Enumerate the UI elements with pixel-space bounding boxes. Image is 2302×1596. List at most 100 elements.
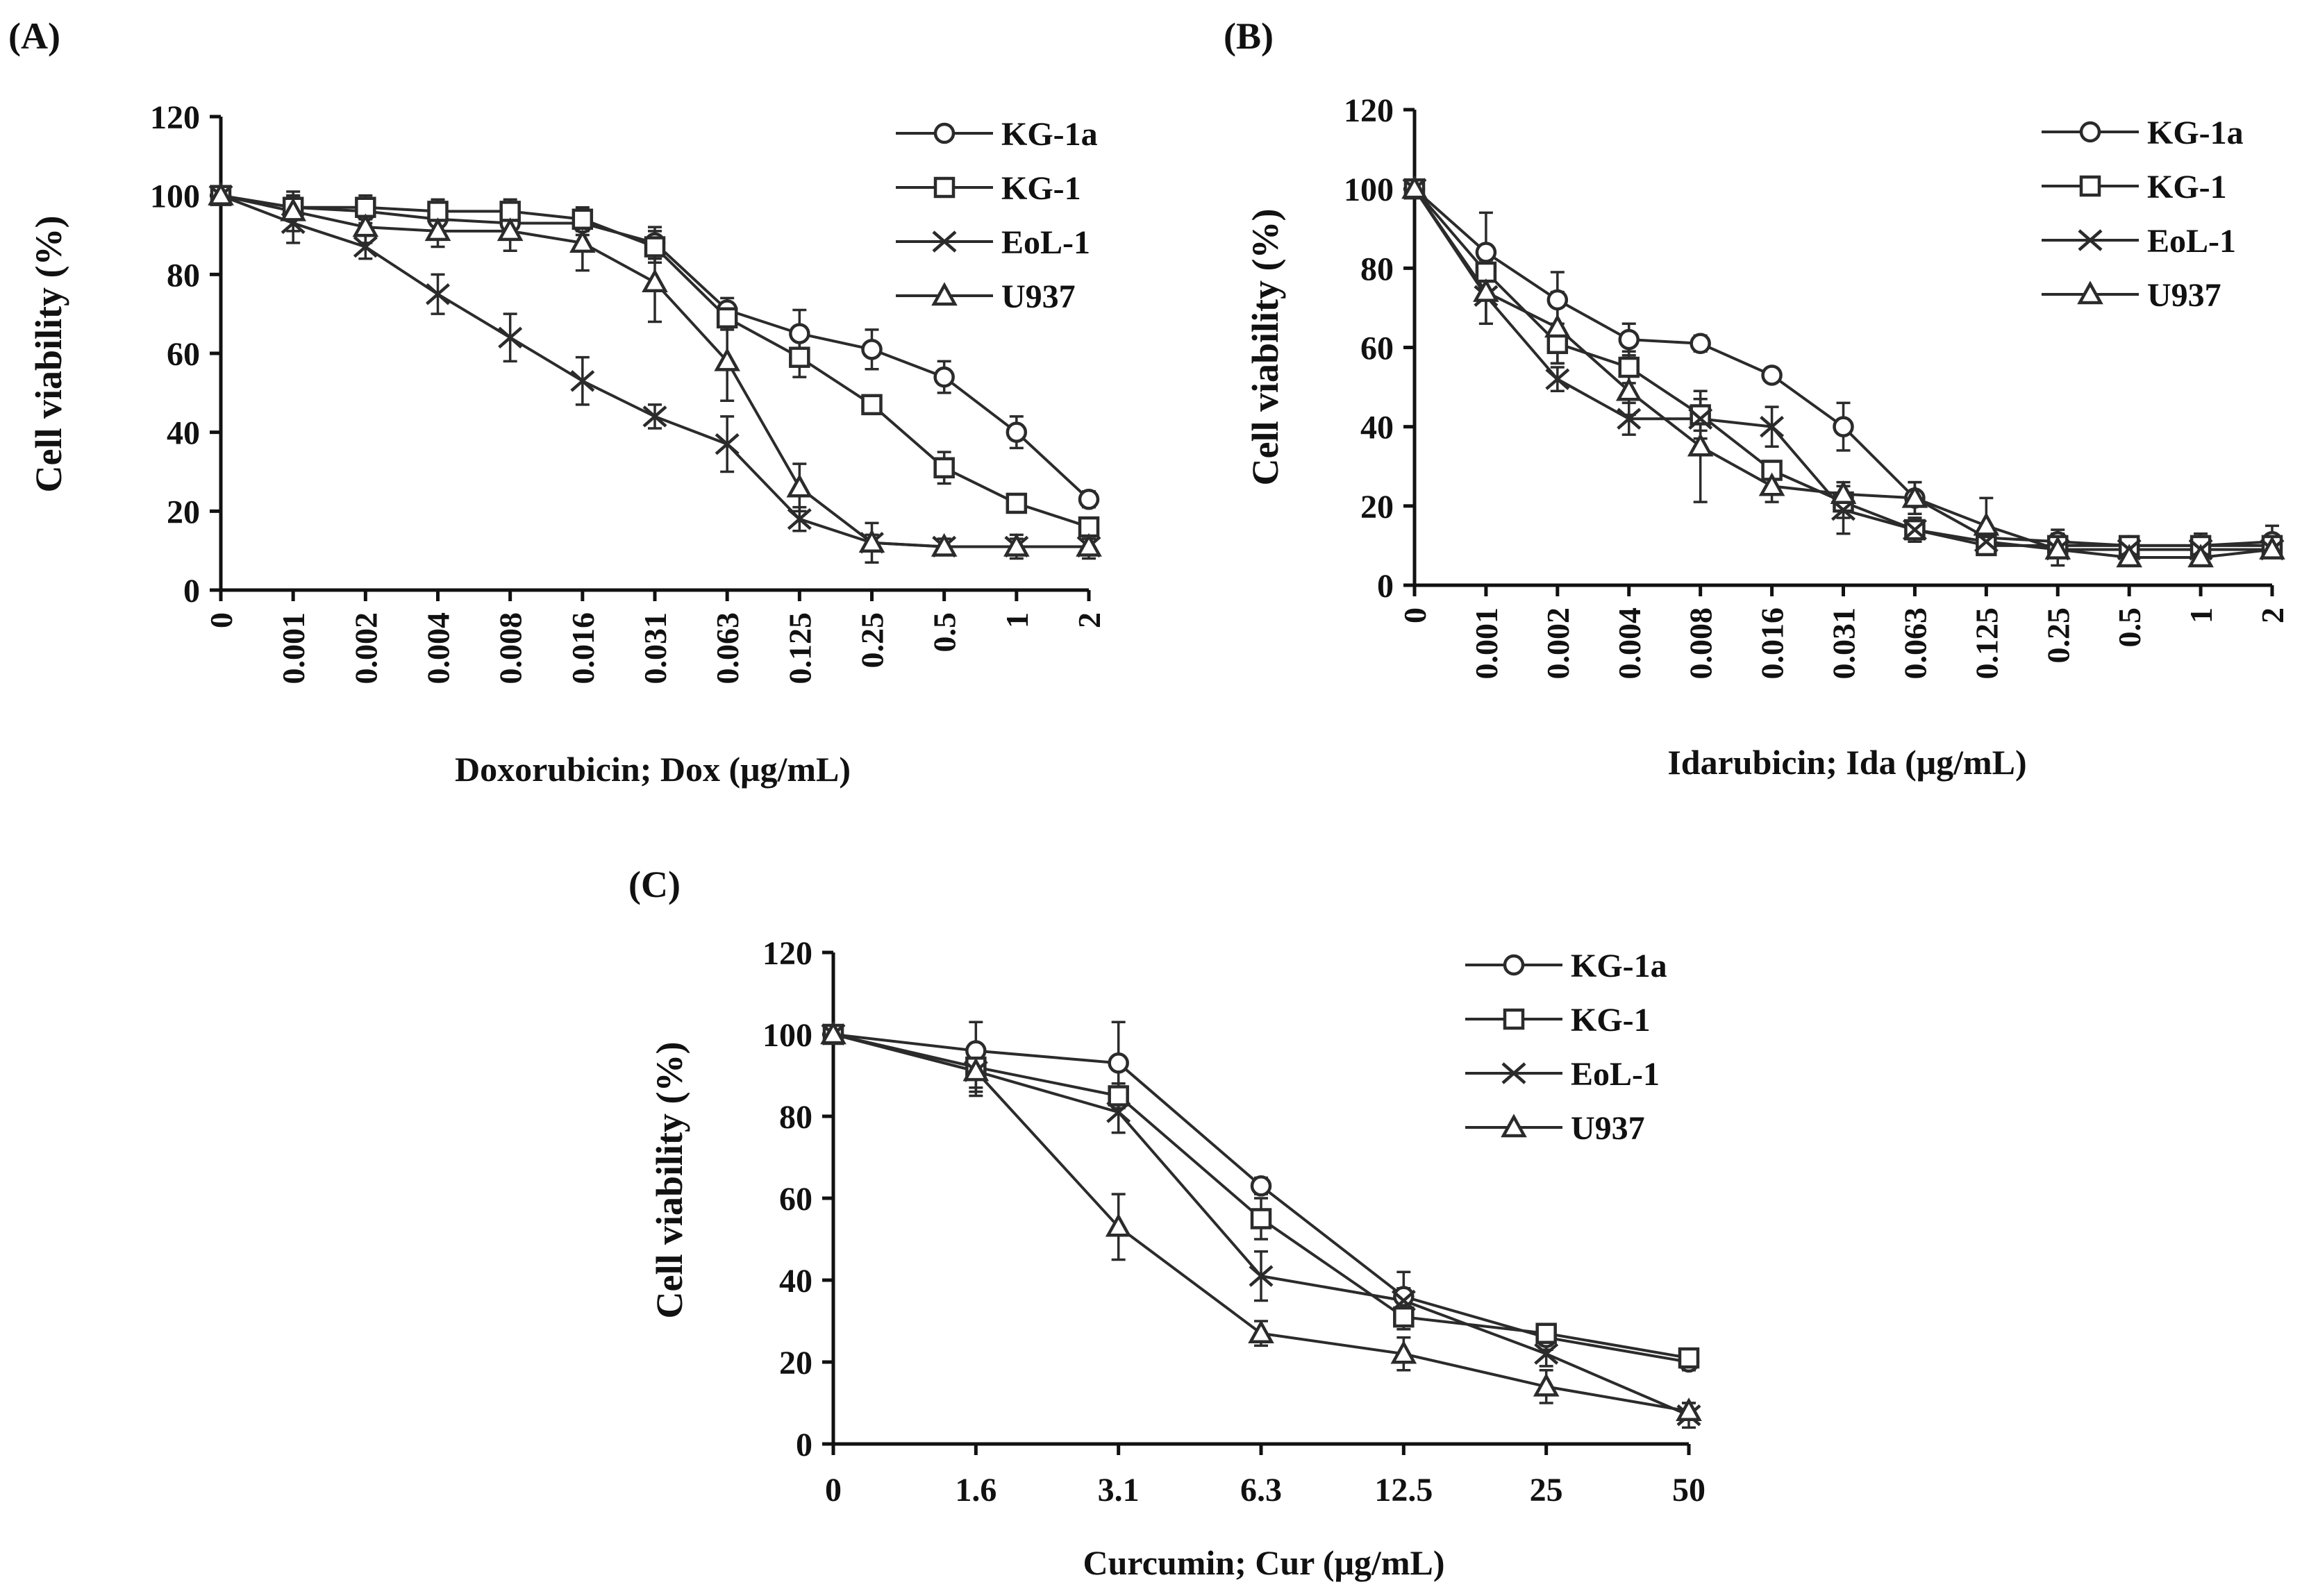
panel-b-x-tick-label: 0.008: [1683, 607, 1719, 680]
panel-a-point-u937: [208, 182, 234, 205]
panel-a-point-u937: [642, 269, 668, 292]
panel-b-legend-label-eol-1: EoL-1: [2147, 223, 2236, 260]
panel-a-point-u937: [786, 473, 813, 498]
panel-b-point-kg-1a: [1690, 333, 1711, 355]
panel-b-x-tick-label: 2: [2255, 607, 2290, 623]
panel-c-axes: 0 20 40 60 80 100 120 0 1.6 3.1 6.3 12.5 25 50: [762, 935, 1705, 1509]
panel-c-point-kg-1a: [1393, 1286, 1415, 1307]
panel-c-point-eol-1: [1534, 1343, 1559, 1365]
panel-a-point-u937: [569, 229, 596, 253]
panel-a-point-eol-1: [426, 283, 450, 305]
panel-b-point-kg-1: [1761, 460, 1783, 481]
panel-b-point-u937: [1401, 175, 1428, 199]
panel-b: (B) Cell viability (%) Idarubicin; Ida (…: [1224, 15, 2290, 782]
panel-b-point-u937: [2044, 535, 2071, 560]
panel-a-point-eol-1: [498, 326, 523, 348]
panel-c-legend-label-u937: U937: [1571, 1110, 1645, 1147]
panel-a-y-tick-label: 40: [167, 415, 200, 452]
panel-a-legend-label-kg-1a: KG-1a: [1001, 116, 1098, 153]
panel-c-legend-marker-u937: [1501, 1114, 1527, 1138]
panel-a-point-kg-1: [861, 394, 883, 416]
panel-b-x-tick-label: 0.016: [1755, 607, 1790, 680]
panel-a-legend-marker-u937: [931, 282, 958, 306]
panel-a-x-tick-label: 0.001: [276, 612, 311, 684]
panel-a-x-tick-label: 0.002: [348, 612, 383, 684]
panel-c-point-kg-1a: [1250, 1175, 1272, 1197]
panel-c-label: (C): [628, 864, 681, 905]
panel-b-x-tick-label: 0.004: [1612, 607, 1647, 680]
panel-a-y-axis-label: Cell viability (%): [28, 216, 69, 493]
panel-b-point-u937: [1973, 512, 2000, 536]
panel-a-point-eol-1: [642, 405, 667, 428]
panel-a-point-eol-1: [570, 370, 595, 392]
panel-c-y-tick-label: 0: [796, 1427, 812, 1463]
panel-c-markers: [820, 1020, 1702, 1427]
panel-b-x-tick-label: 1: [2183, 607, 2219, 623]
panel-c-point-u937: [1390, 1340, 1417, 1364]
panel-a-x-tick-label: 0.25: [855, 612, 890, 669]
panel-c-x-tick-label: 12.5: [1374, 1472, 1433, 1509]
panel-a-x-tick-label: 2: [1071, 612, 1107, 628]
panel-b-markers: [1401, 175, 2285, 568]
panel-b-y-tick-label: 60: [1360, 330, 1394, 367]
panel-b-y-axis-label: Cell viability (%): [1244, 209, 1286, 486]
panel-c-y-tick-label: 20: [779, 1345, 812, 1381]
panel-c-point-kg-1: [1393, 1306, 1415, 1328]
panel-b-y-tick-label: 80: [1360, 251, 1394, 287]
panel-a-x-tick-label: 0.008: [493, 612, 528, 684]
panel-a-point-kg-1: [1078, 516, 1100, 538]
panel-a-y-tick-label: 100: [150, 178, 200, 215]
panel-c-x-axis-label: Curcumin; Cur (μg/mL): [1083, 1543, 1445, 1582]
panel-c-legend-label-kg-1a: KG-1a: [1571, 948, 1667, 984]
panel-c-x-tick-label: 0: [825, 1472, 842, 1509]
panel-b-point-u937: [1901, 484, 1928, 508]
panel-a-point-kg-1: [716, 307, 738, 329]
panel-b-legend: KG-1a KG-1 EoL-1 U937: [2042, 115, 2244, 314]
panel-c-x-tick-label: 6.3: [1240, 1472, 1282, 1509]
panel-b-y-tick-label: 0: [1377, 568, 1394, 605]
panel-a-legend-marker-kg-1a: [933, 122, 956, 144]
panel-b-point-eol-1: [1545, 368, 1570, 390]
panel-c-x-tick-label: 3.1: [1098, 1472, 1140, 1509]
panel-c-point-u937: [1676, 1397, 1702, 1422]
panel-b-point-kg-1: [1618, 356, 1640, 378]
panel-b-point-kg-1a: [1475, 242, 1497, 263]
panel-b-label: (B): [1224, 15, 1274, 57]
panel-b-legend-label-kg-1a: KG-1a: [2147, 115, 2244, 151]
panel-a-markers: [208, 182, 1102, 558]
panel-b-point-u937: [1687, 432, 1714, 457]
panel-a-point-u937: [352, 213, 379, 237]
panel-c-y-tick-label: 80: [779, 1099, 812, 1136]
panel-a-point-u937: [280, 197, 306, 221]
panel-a-legend-label-eol-1: EoL-1: [1001, 224, 1090, 261]
panel-b-point-u937: [1473, 278, 1499, 302]
panel-a-point-u937: [1003, 532, 1030, 557]
panel-a-x-tick-label: 1: [999, 612, 1035, 628]
panel-b-legend-marker-kg-1a: [2079, 121, 2101, 143]
panel-b-point-kg-1a: [1618, 328, 1640, 351]
panel-c-y-tick-label: 100: [762, 1017, 812, 1054]
panel-b-x-tick-label: 0: [1397, 607, 1433, 623]
panel-c-legend-marker-kg-1: [1503, 1008, 1525, 1030]
panel-a-point-eol-1: [787, 508, 812, 530]
panel-a-point-kg-1: [572, 208, 594, 230]
panel-b-point-kg-1a: [1833, 416, 1854, 437]
panel-c-legend: KG-1a KG-1 EoL-1 U937: [1465, 948, 1667, 1147]
panel-a-point-eol-1: [353, 235, 378, 258]
panel-c-point-u937: [1533, 1372, 1560, 1397]
panel-c-legend-marker-eol-1: [1501, 1062, 1526, 1084]
panel-b-y-tick-label: 20: [1360, 489, 1394, 526]
panel-a: (A) Cell viability (%) Doxorubicin; Dox …: [8, 15, 1107, 789]
panel-b-x-tick-label: 0.125: [1969, 607, 2004, 680]
panel-a-x-tick-label: 0.125: [782, 612, 817, 684]
panel-b-point-kg-1a: [1761, 364, 1783, 386]
panel-c-x-tick-label: 25: [1530, 1472, 1563, 1509]
panel-a-x-tick-label: 0.063: [710, 612, 745, 684]
panel-a-point-kg-1: [933, 457, 955, 479]
panel-a-point-kg-1a: [933, 366, 955, 388]
panel-b-x-tick-label: 0.5: [2112, 607, 2147, 648]
panel-b-y-tick-label: 100: [1344, 171, 1394, 208]
panel-b-x-tick-label: 0.001: [1469, 607, 1504, 680]
panel-b-point-u937: [2259, 535, 2285, 560]
panel-a-x-tick-label: 0.004: [421, 612, 456, 684]
